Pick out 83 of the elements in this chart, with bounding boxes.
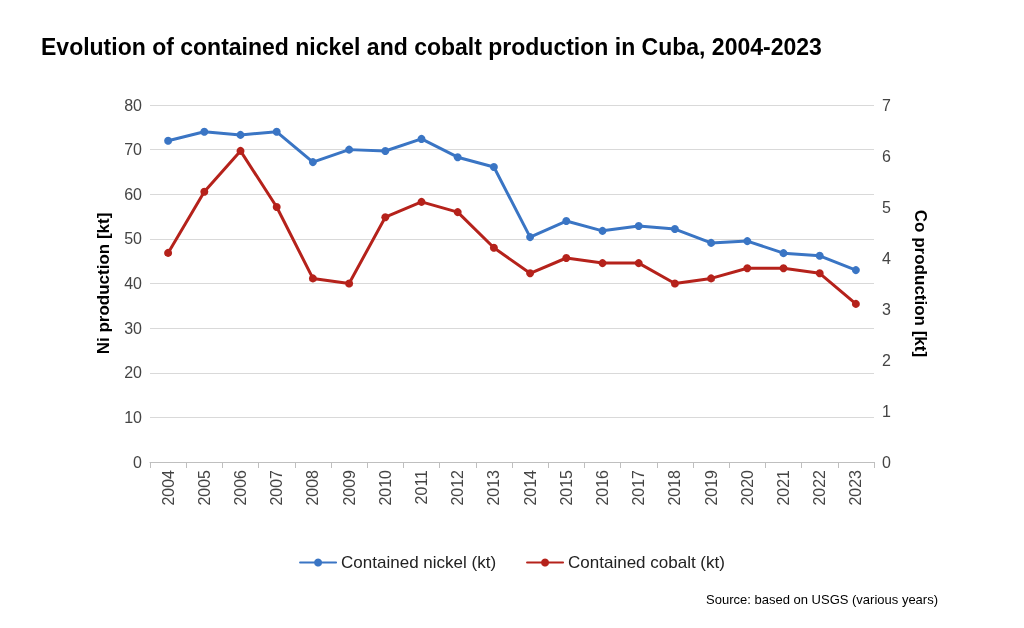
y-tick-label: 70 (124, 141, 143, 159)
point (236, 146, 245, 155)
x-tick-label: 2012 (449, 469, 467, 506)
x-tick-label: 2019 (702, 469, 720, 506)
point (345, 279, 354, 288)
point (453, 208, 462, 217)
point (453, 153, 462, 162)
point (417, 197, 426, 206)
point (670, 279, 679, 288)
x-tick-label: 2017 (630, 469, 648, 506)
x-tick-label: 2011 (413, 469, 430, 505)
point (308, 274, 317, 283)
point (562, 254, 571, 262)
point (381, 213, 390, 222)
x-tick-label: 2022 (811, 469, 829, 506)
point (308, 158, 317, 167)
point (743, 264, 752, 273)
point (526, 269, 535, 278)
point (851, 266, 860, 275)
y-tick-label: 80 (124, 96, 143, 114)
point (707, 274, 716, 283)
x-tick-label: 2013 (485, 469, 503, 506)
x-tick-label: 2016 (594, 469, 611, 506)
point (670, 225, 679, 234)
y-tick-label: 10 (124, 408, 143, 426)
point (236, 130, 245, 139)
point (200, 187, 209, 196)
point (815, 251, 824, 260)
x-tick-label: 2010 (376, 469, 394, 506)
point (598, 226, 607, 235)
y2-tick-label: 5 (882, 198, 891, 216)
y-tick-label: 50 (124, 230, 143, 248)
y-axis-title: Ni production [kt] (94, 212, 113, 355)
y2-axis-title: Co production [kt] (911, 209, 930, 358)
x-tick-label: 2020 (738, 469, 756, 506)
point (381, 146, 390, 155)
y-tick-label: 0 (133, 453, 143, 471)
chart-title: Evolution of contained nickel and cobalt production in Cuba, 2004-2023 (41, 33, 822, 60)
x-tick-label: 2004 (159, 469, 177, 506)
x-tick-label: 2009 (340, 469, 358, 506)
x-tick-label: 2021 (775, 469, 792, 506)
x-tick-label: 2023 (847, 469, 865, 506)
source-note: Source: based on USGS (various years) (706, 592, 938, 607)
y2-tick-label: 1 (882, 402, 891, 420)
point (164, 248, 173, 257)
legend-label: Contained nickel (kt) (341, 553, 497, 572)
point (200, 127, 209, 136)
y2-tick-label: 0 (882, 453, 891, 471)
point (815, 269, 824, 278)
point (417, 134, 426, 143)
point (489, 243, 498, 252)
x-tick-label: 2005 (195, 469, 213, 506)
point (345, 145, 354, 154)
point (779, 249, 788, 258)
y2-tick-label: 6 (882, 147, 891, 165)
x-tick-label: 2015 (557, 469, 575, 506)
y-tick-label: 20 (124, 364, 143, 382)
y-tick-label: 60 (124, 185, 143, 203)
point (562, 217, 571, 226)
x-tick-label: 2018 (666, 469, 684, 506)
x-tick-label: 2008 (304, 469, 322, 506)
point (598, 259, 607, 268)
point (779, 264, 788, 273)
point (707, 238, 716, 247)
point (272, 127, 281, 136)
point (743, 237, 752, 246)
y-tick-label: 40 (124, 275, 143, 292)
x-tick-label: 2007 (268, 469, 286, 506)
legend-label: Contained cobalt (kt) (568, 553, 725, 572)
point (634, 259, 643, 268)
y2-tick-label: 4 (882, 249, 891, 267)
point (272, 203, 281, 211)
y2-tick-label: 2 (882, 351, 891, 369)
point (489, 163, 498, 172)
x-tick-label: 2014 (521, 469, 539, 506)
point (851, 299, 860, 308)
x-tick-label: 2006 (232, 469, 249, 506)
y2-tick-label: 3 (882, 300, 891, 318)
point (526, 233, 535, 242)
point (634, 221, 643, 230)
point (164, 136, 173, 145)
y-tick-label: 30 (124, 319, 143, 337)
y2-tick-label: 7 (882, 96, 891, 114)
